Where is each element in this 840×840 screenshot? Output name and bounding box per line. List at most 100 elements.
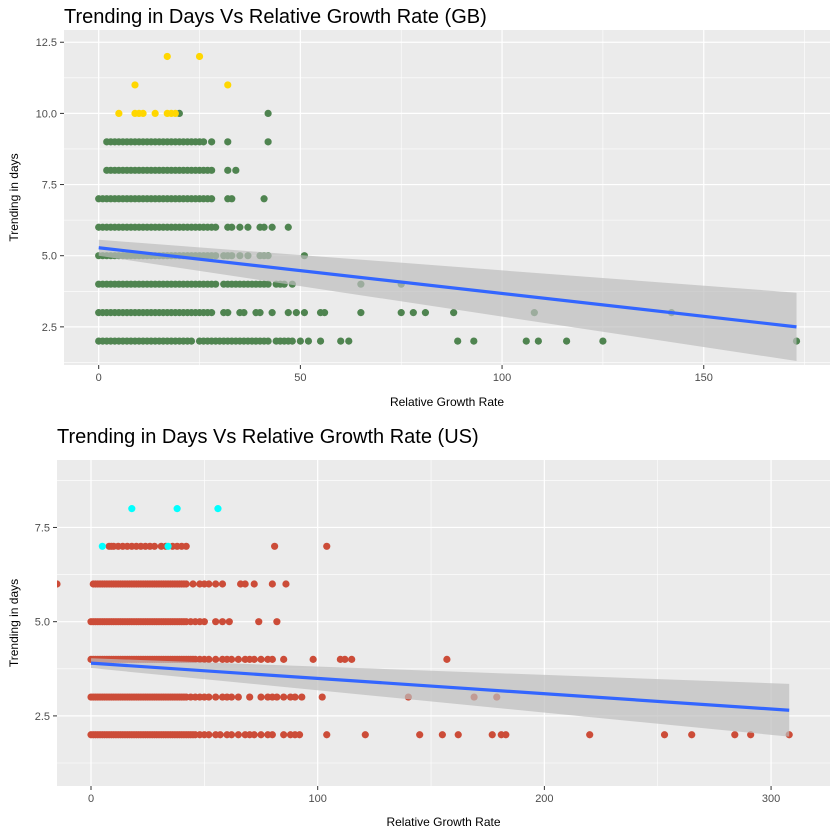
us-point-series-1	[164, 542, 172, 550]
us-point-series-0	[250, 731, 258, 739]
us-point-series-0	[218, 580, 227, 588]
gb-point-series-0	[208, 309, 216, 317]
gb-xtick-label: 150	[695, 372, 713, 384]
gb-point-series-0	[232, 166, 240, 174]
us-point-series-0	[280, 693, 288, 701]
us-point-series-0	[454, 731, 462, 739]
gb-point-series-0	[264, 138, 272, 146]
us-point-series-0	[205, 693, 213, 701]
gb-point-series-1	[171, 109, 179, 117]
gb-point-series-0	[244, 223, 252, 231]
gb-ytick-label: 7.5	[42, 180, 57, 192]
gb-point-series-0	[224, 309, 232, 317]
us-point-series-0	[309, 655, 317, 663]
us-point-series-0	[255, 618, 263, 626]
gb-point-series-0	[284, 309, 292, 317]
us-xtick-label: 300	[762, 793, 780, 805]
us-point-series-0	[295, 731, 304, 739]
gb-point-series-0	[300, 309, 309, 317]
us-point-series-1	[128, 505, 136, 513]
gb-point-series-0	[397, 309, 405, 317]
us-xtick-label: 100	[309, 793, 327, 805]
us-point-series-0	[227, 655, 236, 663]
gb-point-series-0	[228, 195, 236, 203]
gb-point-series-0	[264, 280, 272, 288]
gb-point-series-0	[421, 309, 430, 317]
gb-point-series-0	[534, 337, 542, 345]
us-point-series-0	[212, 655, 220, 663]
gb-point-series-1	[151, 109, 159, 117]
gb-point-series-0	[562, 337, 571, 345]
gb-point-series-0	[304, 337, 313, 345]
gb-ytick-label: 10.0	[36, 108, 57, 120]
gb-point-series-1	[224, 81, 232, 89]
us-point-series-0	[212, 693, 220, 701]
us-point-series-0	[271, 542, 279, 550]
us-point-series-0	[282, 580, 290, 588]
us-point-series-0	[318, 693, 326, 701]
us-point-series-0	[660, 731, 669, 739]
us-point-series-0	[416, 731, 424, 739]
gb-point-series-0	[212, 223, 220, 231]
us-point-series-0	[205, 580, 213, 588]
gb-ytick-label: 2.5	[42, 322, 57, 334]
gb-point-series-0	[345, 337, 353, 345]
us-point-series-0	[212, 618, 220, 626]
chart-us-plot: 0 100 200 300 2.5 5.0 7.5 Relative Growth Rate T…	[7, 460, 830, 829]
us-point-series-0	[218, 618, 227, 626]
us-point-series-0	[250, 580, 258, 588]
gb-point-series-0	[236, 223, 244, 231]
us-point-series-0	[57, 580, 61, 588]
us-point-series-0	[268, 580, 276, 588]
us-point-series-0	[280, 731, 288, 739]
gb-xtick-label: 50	[294, 372, 306, 384]
gb-point-series-0	[208, 195, 216, 203]
gb-y-axis-label: Trending in days	[7, 153, 21, 241]
gb-point-series-0	[268, 309, 276, 317]
gb-point-series-0	[284, 223, 292, 231]
chart-gb-title: Trending in Days Vs Relative Growth Rate…	[64, 6, 487, 28]
gb-point-series-0	[454, 337, 462, 345]
gb-point-series-0	[288, 337, 296, 345]
gb-point-series-0	[320, 309, 329, 317]
gb-point-series-0	[292, 309, 300, 317]
us-point-series-0	[298, 693, 306, 701]
gb-xtick-label: 0	[96, 372, 102, 384]
us-point-series-0	[268, 655, 276, 663]
gb-trend-line	[98, 246, 797, 329]
us-point-series-0	[688, 731, 696, 739]
us-x-axis-label: Relative Growth Rate	[386, 815, 500, 829]
us-point-series-0	[361, 731, 369, 739]
gb-point-series-0	[599, 337, 607, 345]
us-point-series-0	[280, 655, 288, 663]
gb-point-series-1	[195, 52, 204, 61]
us-point-series-0	[150, 542, 159, 550]
gb-point-series-0	[316, 337, 325, 345]
us-point-series-0	[227, 693, 236, 701]
gb-x-axis-label: Relative Growth Rate	[390, 395, 504, 409]
gb-point-series-1	[115, 109, 123, 117]
us-point-series-0	[323, 731, 331, 739]
us-point-series-0	[182, 580, 190, 588]
us-point-series-0	[257, 655, 265, 663]
us-point-series-0	[205, 731, 213, 739]
us-point-series-0	[182, 542, 190, 550]
us-point-series-0	[273, 618, 281, 626]
us-point-series-0	[291, 693, 299, 701]
gb-point-series-0	[470, 337, 478, 345]
us-point-series-0	[268, 731, 276, 739]
us-ytick-label: 5.0	[35, 617, 50, 629]
us-point-series-0	[257, 731, 265, 739]
us-point-series-0	[234, 731, 242, 739]
us-point-series-0	[341, 655, 349, 663]
gb-point-series-0	[199, 138, 208, 146]
us-point-series-1	[98, 542, 106, 550]
us-point-series-0	[348, 655, 356, 663]
gb-point-series-1	[139, 109, 147, 117]
gb-xtick-label: 100	[493, 372, 511, 384]
gb-point-series-0	[256, 309, 264, 317]
gb-point-series-0	[337, 337, 345, 345]
us-point-series-0	[216, 731, 224, 739]
us-data-layer	[57, 505, 793, 739]
gb-trend-ribbon	[98, 239, 797, 362]
